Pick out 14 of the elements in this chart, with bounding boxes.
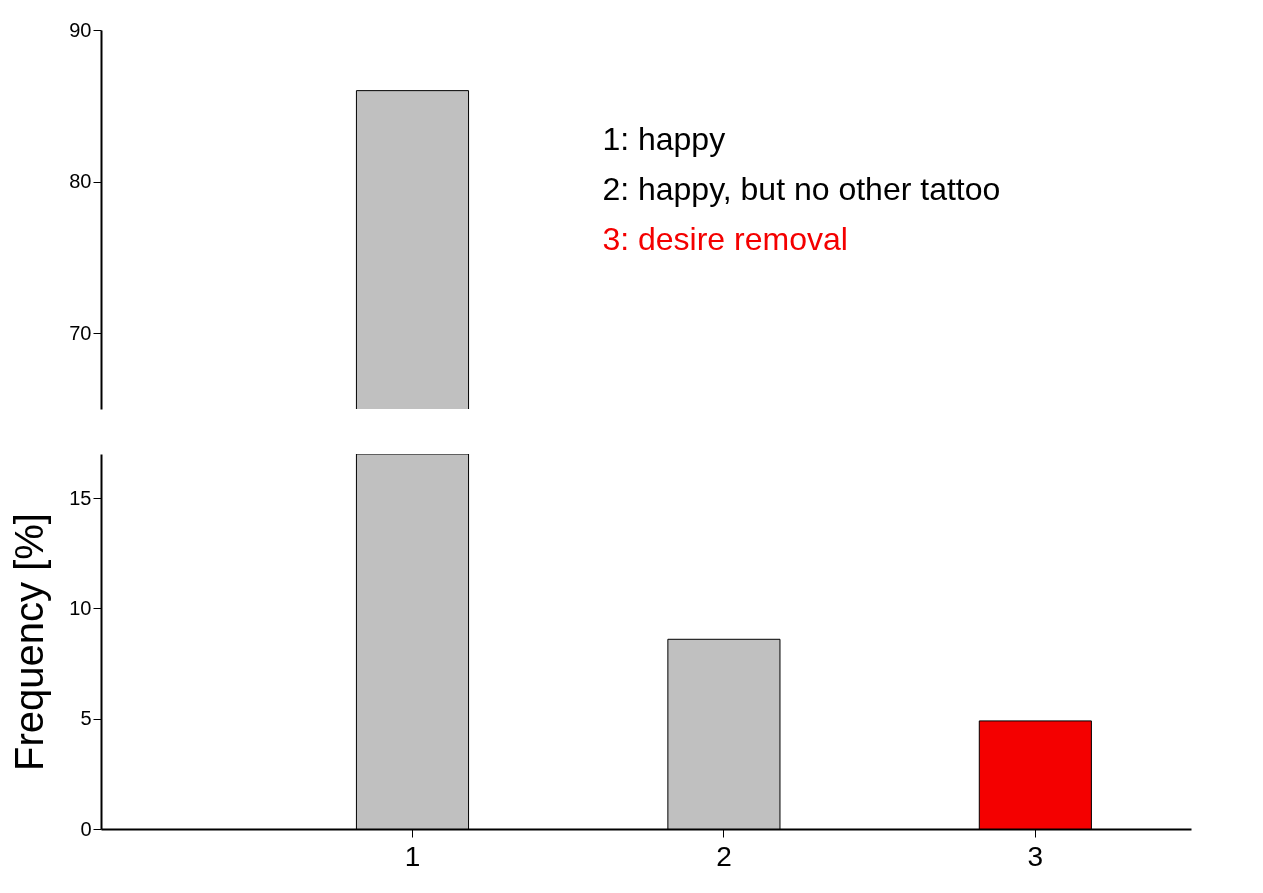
x-tick-label: 2 — [716, 840, 732, 872]
x-tick-label: 3 — [1027, 840, 1044, 872]
y-tick-label: 10 — [69, 596, 92, 619]
annotation: 2: happy, but no other tattoo — [602, 171, 1001, 207]
y-tick-label: 90 — [69, 18, 92, 41]
x-tick-label: 1 — [404, 840, 421, 872]
annotation: 3: desire removal — [602, 221, 848, 257]
annotation: 1: happy — [602, 121, 726, 157]
y-axis-title: Frequency [%] — [7, 513, 52, 771]
y-tick-label: 80 — [69, 170, 92, 193]
y-tick-label: 0 — [80, 817, 92, 840]
y-tick-label: 5 — [80, 707, 92, 730]
y-tick-label: 70 — [69, 321, 92, 344]
y-tick-label: 15 — [69, 486, 92, 509]
